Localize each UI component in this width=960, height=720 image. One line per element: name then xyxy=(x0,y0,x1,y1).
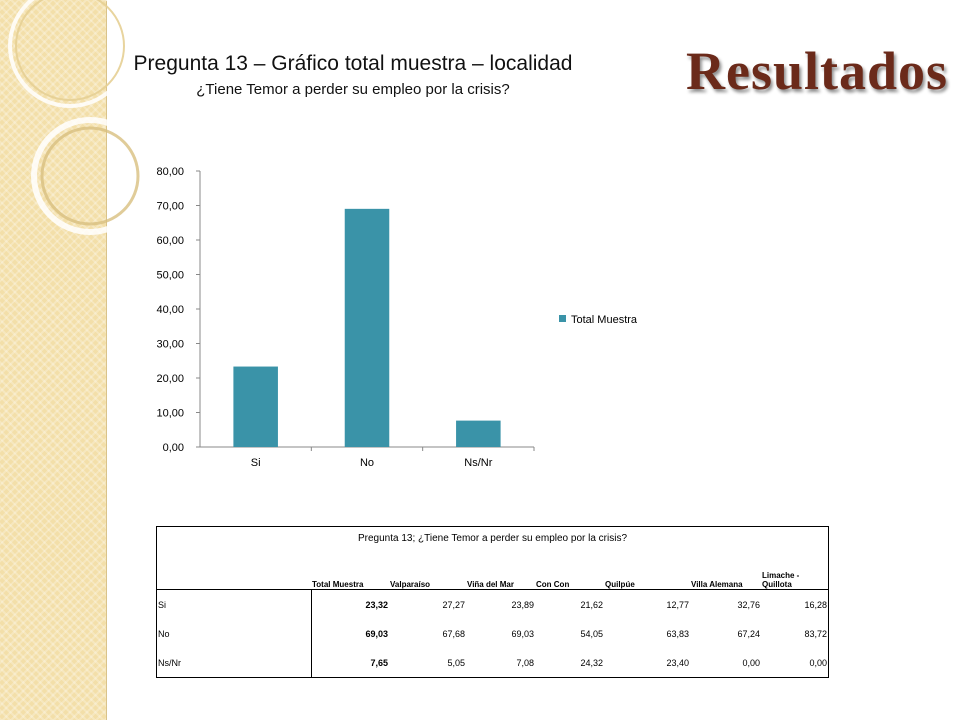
y-tick-label: 80,00 xyxy=(156,166,184,178)
chart-title: Pregunta 13 – Gráfico total muestra – lo… xyxy=(133,52,573,75)
table-row: Si 23,32 27,27 23,89 21,62 12,77 32,76 16,28 xyxy=(156,589,829,619)
bar-chart: 0,00 10,00 20,00 30,00 40,00 50,00 60,00 70,00 8… xyxy=(156,166,638,469)
table-row: No 69,03 67,68 69,03 54,05 63,83 67,24 83,72 xyxy=(156,619,829,648)
table-column-header: Con Con xyxy=(535,549,604,590)
table-row: Ns/Nr 7,65 5,05 7,08 24,32 23,40 0,00 0,00 xyxy=(156,648,829,678)
y-tick-label: 60,00 xyxy=(156,235,184,247)
table-row-label: Ns/Nr xyxy=(156,648,311,678)
table-row-label: Si xyxy=(156,589,311,619)
y-tick-label: 0,00 xyxy=(163,442,184,454)
table-row-label: No xyxy=(156,619,311,648)
table-cell: 7,08 xyxy=(466,648,535,678)
legend-label: Total Muestra xyxy=(571,314,638,326)
table-column-header: Villa Alemana xyxy=(690,549,761,590)
table-header-corner xyxy=(156,549,311,590)
y-tick-label: 40,00 xyxy=(156,304,184,316)
table-column-header: Quilpúe xyxy=(604,549,690,590)
y-tick-label: 10,00 xyxy=(156,408,184,420)
table-cell: 16,28 xyxy=(761,589,829,619)
table-cell: 23,40 xyxy=(604,648,690,678)
bar-no xyxy=(344,208,390,447)
table-cell: 69,03 xyxy=(511,628,534,639)
y-tick-label: 70,00 xyxy=(156,201,184,213)
bar-si xyxy=(233,366,278,447)
bar-ns-nr xyxy=(456,420,501,447)
table-caption: Pregunta 13; ¿Tiene Temor a perder su em… xyxy=(156,526,829,549)
table-cell: 27,27 xyxy=(442,599,465,610)
table-cell: 69,03 xyxy=(310,619,389,648)
table-cell: 24,32 xyxy=(535,648,604,678)
legend-swatch xyxy=(559,315,566,322)
results-table: Pregunta 13; ¿Tiene Temor a perder su em… xyxy=(156,526,829,678)
table-cell: 0,00 xyxy=(690,648,761,678)
table-column-header: Total Muestra xyxy=(311,549,389,590)
table-cell: 23,32 xyxy=(310,589,389,619)
table-column-header: Viña del Mar xyxy=(466,549,535,590)
table-cell: 21,62 xyxy=(580,599,603,610)
table-cell: 12,77 xyxy=(666,599,689,610)
table-cell: 5,05 xyxy=(389,648,466,678)
decorative-rings xyxy=(8,0,140,235)
y-tick-label: 20,00 xyxy=(156,373,184,385)
table-column-header: Limache - Quillota xyxy=(761,549,829,590)
x-tick-label: Si xyxy=(251,457,261,469)
table-cell: 32,76 xyxy=(737,599,760,610)
y-tick-label: 30,00 xyxy=(156,339,184,351)
x-tick-label: No xyxy=(360,457,374,469)
table-cell: 63,83 xyxy=(666,628,689,639)
table-column-header: Valparaíso xyxy=(389,549,466,590)
table-cell: 23,89 xyxy=(511,599,534,610)
slide-title: Resultados xyxy=(686,41,949,101)
table-cell: 83,72 xyxy=(761,619,829,648)
chart-subtitle: ¿Tiene Temor a perder su empleo por la c… xyxy=(196,81,510,98)
table-cell: 67,68 xyxy=(442,628,465,639)
table-cell: 67,24 xyxy=(737,628,760,639)
y-tick-label: 50,00 xyxy=(156,270,184,282)
table-cell: 7,65 xyxy=(310,648,389,678)
table-cell: 0,00 xyxy=(761,648,829,678)
table-cell: 54,05 xyxy=(580,628,603,639)
x-tick-label: Ns/Nr xyxy=(464,457,492,469)
